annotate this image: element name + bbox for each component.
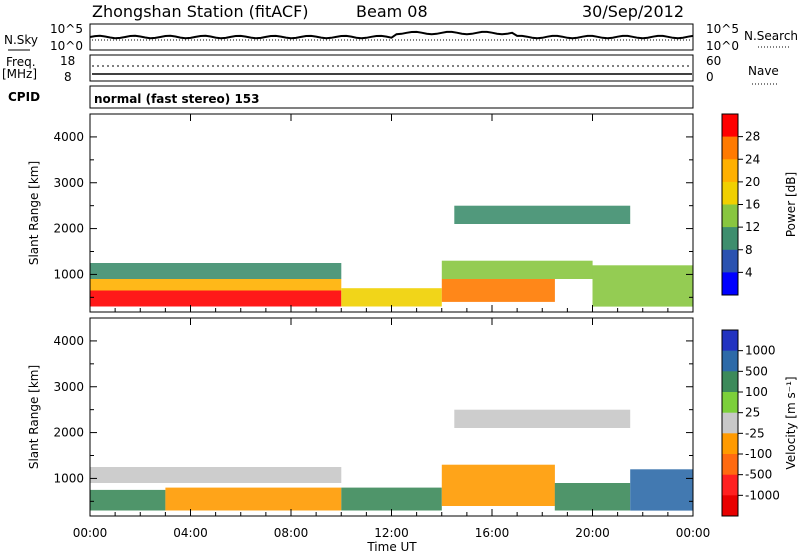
nsearch-tick-bottom: 10^0 [706,39,739,53]
power-colorbar-tick-label: 20 [745,175,760,189]
power-data-region [592,265,693,307]
velocity-colorbar-tick-label: -100 [745,447,772,461]
x-tick-label: 08:00 [274,526,309,540]
velocity-colorbar-tick-label: -500 [745,468,772,482]
power-colorbar-tick-label: 24 [745,152,760,166]
power-panel: 4000 3000 2000 1000 Slant Range [km] 28 24 20 16… [27,113,798,313]
nsearch-tick-top: 10^5 [706,22,739,36]
velocity-y-axis-label: Slant Range [km] [27,365,41,469]
velocity-colorbar-swatch [722,495,738,517]
power-data-region [441,279,555,302]
velocity-data-region [165,487,342,511]
x-tick-label: 12:00 [374,526,409,540]
nsky-tick-bottom: 10^0 [50,39,83,53]
power-colorbar-swatch [722,249,738,273]
velocity-colorbar-tick-label: -25 [745,426,765,440]
power-colorbar-label: Power [dB] [784,172,798,237]
freq-tick-top: 18 [60,54,75,68]
power-data-region [90,290,342,307]
station-title: Zhongshan Station (fitACF) [92,2,309,21]
cpid-label: CPID [8,90,40,104]
x-tick-label: 04:00 [173,526,208,540]
power-colorbar-tick-label: 16 [745,198,760,212]
power-colorbar-swatch [722,227,738,251]
time-axis: 00:00 04:00 08:00 12:00 16:00 20:00 00:00 [73,114,711,540]
x-tick-label: 20:00 [575,526,610,540]
cpid-panel [89,85,694,109]
velocity-data-region [441,464,555,506]
y-tick-label: 1000 [53,267,84,281]
y-tick-label: 3000 [53,176,84,190]
power-data-region [90,279,342,291]
velocity-colorbar-swatch [722,371,738,393]
y-tick-label: 2000 [53,222,84,236]
velocity-data-region [630,469,693,511]
nave-tick-bottom: 0 [706,70,714,84]
freq-tick-bottom: 8 [64,70,72,84]
velocity-panel: 4000 3000 2000 1000 Slant Range [km] 1000 500 1… [27,317,798,517]
velocity-colorbar-tick-label: 25 [745,406,760,420]
velocity-colorbar-swatch [722,330,738,352]
freq-unit: [MHz] [2,67,37,81]
freq-panel [89,54,694,82]
y-tick-label: 1000 [53,471,84,485]
power-colorbar-tick-label: 28 [745,130,760,144]
power-data-region [441,260,593,279]
nsky-trace [89,30,694,40]
beam-label: Beam 08 [356,2,428,21]
date-label: 30/Sep/2012 [582,2,684,21]
velocity-colorbar-tick-label: 100 [745,385,768,399]
x-tick-label: 00:00 [676,526,711,540]
velocity-colorbar-tick-label: 500 [745,364,768,378]
velocity-colorbar-swatch [722,433,738,455]
power-colorbar-swatch [722,204,738,228]
power-colorbar-swatch [722,114,738,138]
nsky-label: N.Sky [4,33,38,47]
nave-tick-top: 60 [706,54,721,68]
power-data-region [341,288,442,307]
y-tick-label: 4000 [53,130,84,144]
power-colorbar-swatch [722,159,738,183]
velocity-colorbar-swatch [722,350,738,372]
x-axis-label: Time UT [366,540,417,554]
x-tick-label: 00:00 [73,526,108,540]
power-colorbar-tick-label: 4 [745,265,753,279]
velocity-data-region [90,467,342,483]
y-tick-label: 2000 [53,426,84,440]
velocity-data-region [454,409,631,428]
velocity-colorbar-swatch [722,392,738,414]
power-colorbar-tick-label: 8 [745,243,753,257]
power-data-region [90,263,342,279]
velocity-colorbar-swatch [722,454,738,476]
velocity-colorbar-tick-label: 1000 [745,344,776,358]
y-tick-label: 3000 [53,380,84,394]
velocity-colorbar-frame [721,329,739,517]
velocity-colorbar-tick-label: -1000 [745,488,780,502]
velocity-colorbar-swatch [722,474,738,496]
velocity-colorbar-label: Velocity [m s⁻¹] [784,376,798,469]
power-y-axis-label: Slant Range [km] [27,161,41,265]
velocity-data-region [554,483,631,511]
velocity-data-region [341,487,442,511]
velocity-data-region [90,489,166,511]
power-colorbar-swatch [722,181,738,205]
nsearch-label: N.Search [744,29,798,43]
cpid-text: normal (fast stereo) 153 [94,92,260,106]
power-data-region [454,205,631,224]
nave-label: Nave [748,64,779,78]
velocity-colorbar-swatch [722,412,738,434]
x-tick-label: 16:00 [475,526,510,540]
nsky-tick-top: 10^5 [50,22,83,36]
freq-label: Freq. [6,55,36,69]
y-tick-label: 4000 [53,334,84,348]
power-colorbar-tick-label: 12 [745,220,760,234]
power-colorbar-swatch [722,136,738,160]
power-colorbar-swatch [722,272,738,296]
